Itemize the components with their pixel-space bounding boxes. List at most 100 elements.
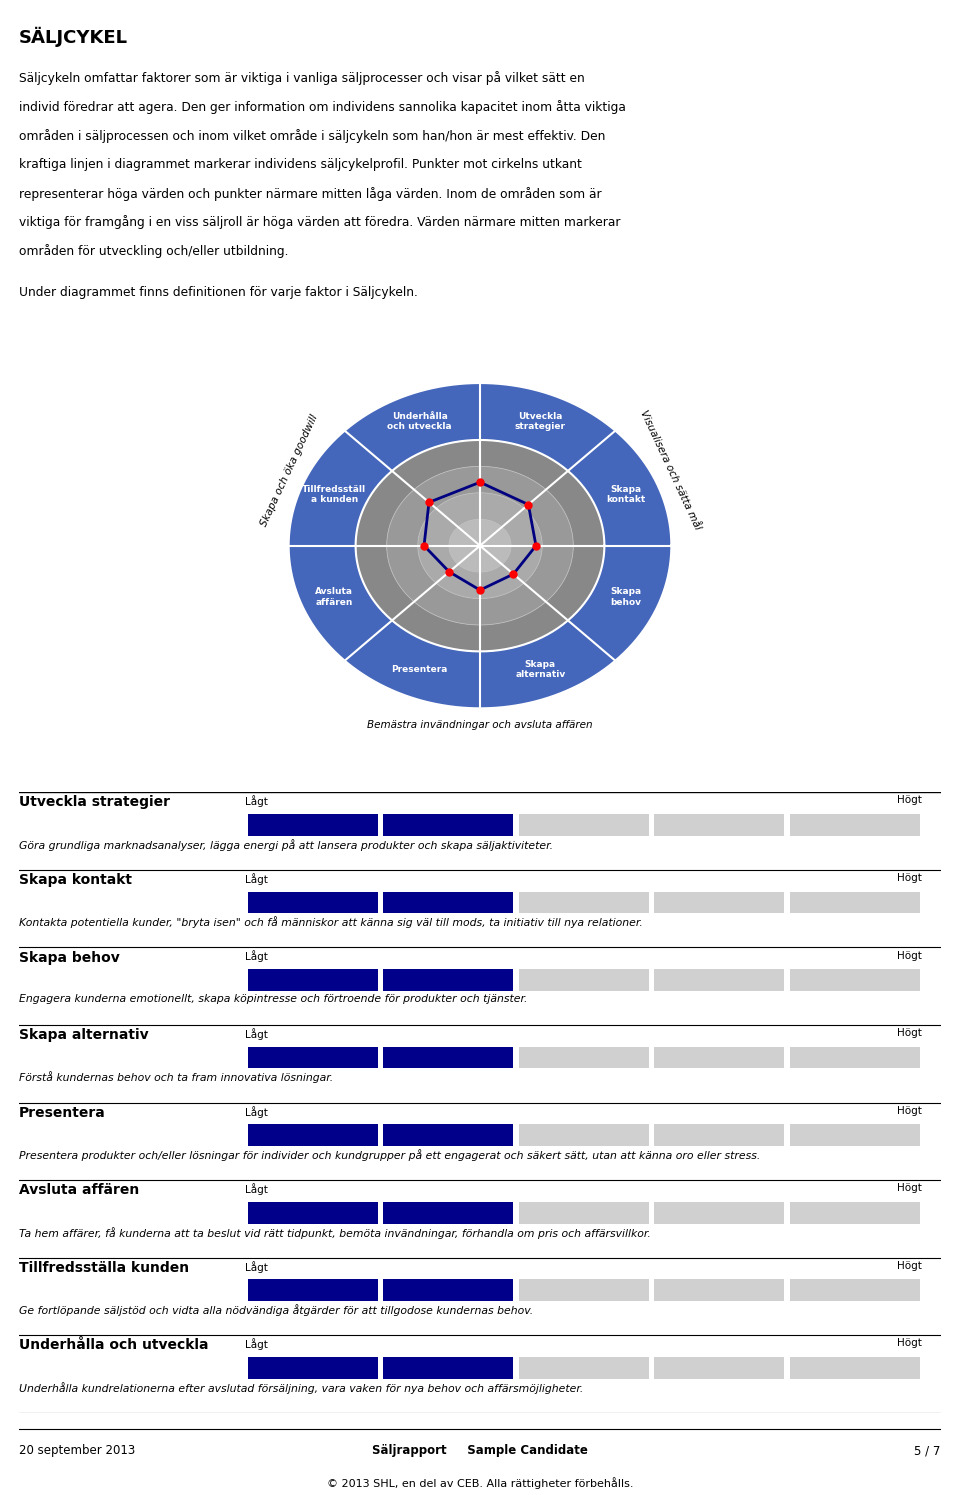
Bar bbox=[790, 969, 920, 991]
Bar bbox=[383, 815, 514, 836]
PathPatch shape bbox=[418, 493, 542, 598]
Text: Förstå kundernas behov och ta fram innovativa lösningar.: Förstå kundernas behov och ta fram innov… bbox=[19, 1072, 333, 1084]
Text: Tillfredsställa kunden: Tillfredsställa kunden bbox=[19, 1260, 189, 1275]
PathPatch shape bbox=[289, 383, 671, 709]
Text: viktiga för framgång i en viss säljroll är höga värden att föredra. Värden närma: viktiga för framgång i en viss säljroll … bbox=[19, 215, 621, 229]
Text: Högt: Högt bbox=[898, 951, 923, 961]
Text: Lågt: Lågt bbox=[245, 1260, 268, 1272]
Text: Utveckla
strategier: Utveckla strategier bbox=[515, 413, 565, 432]
Bar bbox=[654, 969, 784, 991]
Bar bbox=[383, 1046, 514, 1069]
Bar bbox=[248, 1280, 377, 1301]
Bar bbox=[790, 1280, 920, 1301]
Bar bbox=[383, 969, 514, 991]
Bar bbox=[383, 1280, 514, 1301]
Bar bbox=[383, 1357, 514, 1378]
Text: Högt: Högt bbox=[898, 795, 923, 806]
Bar bbox=[518, 815, 649, 836]
Point bbox=[520, 492, 536, 516]
Text: Avsluta
affären: Avsluta affären bbox=[315, 588, 353, 607]
Text: Tillfredsställ
a kunden: Tillfredsställ a kunden bbox=[302, 484, 366, 504]
Text: individ föredrar att agera. Den ger information om individens sannolika kapacite: individ föredrar att agera. Den ger info… bbox=[19, 100, 626, 114]
Text: Skapa och öka goodwill: Skapa och öka goodwill bbox=[259, 413, 320, 528]
Text: Skapa
behov: Skapa behov bbox=[611, 588, 641, 607]
PathPatch shape bbox=[449, 519, 511, 573]
Point bbox=[528, 534, 543, 558]
Point bbox=[472, 471, 488, 495]
Text: © 2013 SHL, en del av CEB. Alla rättigheter förbehålls.: © 2013 SHL, en del av CEB. Alla rättighe… bbox=[326, 1477, 634, 1489]
Text: Ta hem affärer, få kunderna att ta beslut vid rätt tidpunkt, bemöta invändningar: Ta hem affärer, få kunderna att ta beslu… bbox=[19, 1226, 651, 1238]
Bar bbox=[654, 1357, 784, 1378]
PathPatch shape bbox=[355, 440, 605, 652]
Point bbox=[506, 562, 521, 586]
Bar bbox=[654, 891, 784, 913]
Point bbox=[442, 561, 457, 585]
Text: Skapa alternativ: Skapa alternativ bbox=[19, 1029, 149, 1042]
Bar bbox=[790, 1124, 920, 1147]
Bar bbox=[518, 891, 649, 913]
Text: Högt: Högt bbox=[898, 1338, 923, 1348]
Text: Säljcykeln omfattar faktorer som är viktiga i vanliga säljprocesser och visar på: Säljcykeln omfattar faktorer som är vikt… bbox=[19, 72, 585, 85]
Text: 20 september 2013: 20 september 2013 bbox=[19, 1444, 135, 1458]
Bar bbox=[654, 1280, 784, 1301]
Text: Skapa
kontakt: Skapa kontakt bbox=[606, 484, 645, 504]
Text: representerar höga värden och punkter närmare mitten låga värden. Inom de område: representerar höga värden och punkter nä… bbox=[19, 187, 602, 200]
Text: Högt: Högt bbox=[898, 1106, 923, 1115]
Text: Underhålla och utveckla: Underhålla och utveckla bbox=[19, 1338, 208, 1353]
Text: områden för utveckling och/eller utbildning.: områden för utveckling och/eller utbildn… bbox=[19, 244, 289, 259]
Text: Lågt: Lågt bbox=[245, 873, 268, 885]
Bar bbox=[383, 1124, 514, 1147]
Bar bbox=[518, 1280, 649, 1301]
Bar bbox=[790, 1046, 920, 1069]
Bar bbox=[518, 969, 649, 991]
Text: Presentera: Presentera bbox=[19, 1106, 106, 1120]
Text: Lågt: Lågt bbox=[245, 1183, 268, 1195]
Point bbox=[417, 534, 432, 558]
Text: SÄLJCYKEL: SÄLJCYKEL bbox=[19, 27, 129, 48]
Text: Lågt: Lågt bbox=[245, 951, 268, 963]
Bar bbox=[790, 891, 920, 913]
Bar bbox=[248, 1124, 377, 1147]
Bar bbox=[518, 1046, 649, 1069]
Bar bbox=[248, 969, 377, 991]
Text: Underhålla kundrelationerna efter avslutad försäljning, vara vaken för nya behov: Underhålla kundrelationerna efter avslut… bbox=[19, 1381, 584, 1393]
Text: Presentera produkter och/eller lösningar för individer och kundgrupper på ett en: Presentera produkter och/eller lösningar… bbox=[19, 1150, 760, 1162]
Text: Göra grundliga marknadsanalyser, lägga energi på att lansera produkter och skapa: Göra grundliga marknadsanalyser, lägga e… bbox=[19, 839, 553, 851]
Text: Lågt: Lågt bbox=[245, 1338, 268, 1350]
Bar bbox=[654, 1046, 784, 1069]
Bar bbox=[248, 1202, 377, 1223]
Text: Högt: Högt bbox=[898, 873, 923, 884]
PathPatch shape bbox=[387, 466, 573, 625]
Text: områden i säljprocessen och inom vilket område i säljcykeln som han/hon är mest : områden i säljprocessen och inom vilket … bbox=[19, 129, 606, 144]
Text: Underhålla
och utveckla: Underhålla och utveckla bbox=[387, 413, 452, 432]
Text: Högt: Högt bbox=[898, 1260, 923, 1271]
Bar bbox=[790, 815, 920, 836]
Text: Under diagrammet finns definitionen för varje faktor i Säljcykeln.: Under diagrammet finns definitionen för … bbox=[19, 286, 418, 299]
Text: kraftiga linjen i diagrammet markerar individens säljcykelprofil. Punkter mot ci: kraftiga linjen i diagrammet markerar in… bbox=[19, 158, 582, 170]
Text: Bemästra invändningar och avsluta affären: Bemästra invändningar och avsluta affäre… bbox=[367, 719, 593, 730]
Bar bbox=[248, 815, 377, 836]
Text: Högt: Högt bbox=[898, 1029, 923, 1038]
Bar bbox=[248, 1046, 377, 1069]
Text: Visualisera och sätta mål: Visualisera och sätta mål bbox=[638, 408, 703, 531]
Text: Avsluta affären: Avsluta affären bbox=[19, 1183, 139, 1197]
Bar bbox=[518, 1124, 649, 1147]
Text: Säljrapport     Sample Candidate: Säljrapport Sample Candidate bbox=[372, 1444, 588, 1458]
Point bbox=[472, 579, 488, 602]
Text: Skapa kontakt: Skapa kontakt bbox=[19, 873, 132, 887]
Point bbox=[421, 490, 437, 514]
Text: Engagera kunderna emotionellt, skapa köpintresse och förtroende för produkter oc: Engagera kunderna emotionellt, skapa köp… bbox=[19, 994, 528, 1005]
Bar bbox=[654, 1202, 784, 1223]
Text: Ge fortlöpande säljstöd och vidta alla nödvändiga åtgärder för att tillgodose ku: Ge fortlöpande säljstöd och vidta alla n… bbox=[19, 1304, 534, 1316]
Text: Utveckla strategier: Utveckla strategier bbox=[19, 795, 170, 809]
Text: Presentera: Presentera bbox=[392, 665, 447, 674]
Bar bbox=[518, 1202, 649, 1223]
Text: Lågt: Lågt bbox=[245, 1106, 268, 1118]
Text: 5 / 7: 5 / 7 bbox=[915, 1444, 941, 1458]
Bar bbox=[518, 1357, 649, 1378]
Bar bbox=[248, 891, 377, 913]
Text: Lågt: Lågt bbox=[245, 795, 268, 807]
Text: Lågt: Lågt bbox=[245, 1029, 268, 1041]
Bar bbox=[383, 891, 514, 913]
Bar bbox=[790, 1357, 920, 1378]
